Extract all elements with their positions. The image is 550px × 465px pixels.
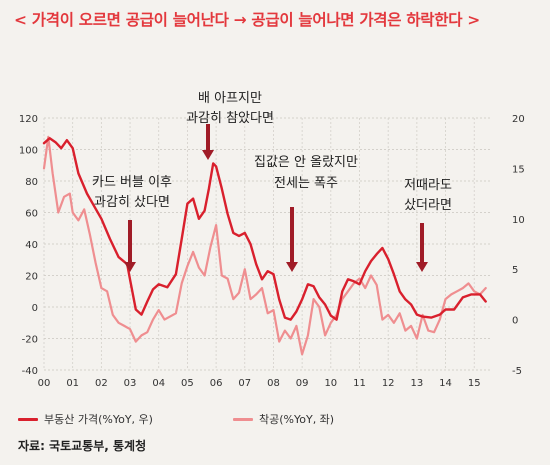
y-left-tick-2: 0 [32, 303, 38, 314]
legend-item-price: 부동산 가격(%YoY, 우) [18, 411, 153, 427]
y-left-tick-4: 40 [25, 240, 38, 251]
annotation-2-line-1: 전세는 폭주 [274, 176, 338, 191]
annotation-0-line-1: 과감히 참았다면 [186, 111, 274, 126]
x-tick-5: 05 [181, 378, 194, 389]
y-left-tick-5: 60 [25, 209, 38, 220]
x-tick-2: 02 [95, 378, 108, 389]
chart-title: < 가격이 오르면 공급이 늘어난다 → 공급이 늘어나면 가격은 하락한다 > [14, 11, 480, 29]
annotation-arrow-head-0 [202, 150, 214, 160]
y-left-tick-8: 120 [19, 114, 38, 125]
y-right-tick-1: 0 [512, 316, 518, 327]
y-right-tick-5: 20 [512, 114, 525, 125]
x-tick-6: 06 [210, 378, 223, 389]
series-line-construction [42, 135, 487, 356]
annotation-2-line-0: 집값은 안 올랐지만 [254, 155, 358, 170]
legend: 부동산 가격(%YoY, 우) 착공(%YoY, 좌) [18, 411, 538, 427]
x-tick-1: 01 [66, 378, 79, 389]
x-tick-11: 11 [353, 378, 366, 389]
legend-label-construction: 착공(%YoY, 좌) [259, 413, 335, 426]
y-right-tick-3: 10 [512, 215, 525, 226]
legend-item-construction: 착공(%YoY, 좌) [233, 411, 334, 427]
x-tick-3: 03 [124, 378, 137, 389]
legend-swatch-price [18, 417, 38, 421]
legend-swatch-construction [233, 417, 253, 421]
x-tick-13: 13 [410, 378, 423, 389]
x-tick-15: 15 [468, 378, 481, 389]
x-tick-0: 00 [38, 378, 51, 389]
x-tick-4: 04 [152, 378, 165, 389]
y-left-tick-1: -20 [22, 335, 38, 346]
y-right-tick-2: 5 [512, 265, 518, 276]
y-left-tick-7: 100 [19, 146, 38, 157]
y-left-tick-3: 20 [25, 272, 38, 283]
x-tick-14: 14 [439, 378, 452, 389]
x-tick-9: 09 [296, 378, 309, 389]
annotation-3-line-1: 샀더라면 [404, 198, 452, 213]
annotation-1-line-1: 과감히 샀다면 [94, 195, 170, 210]
legend-label-price: 부동산 가격(%YoY, 우) [44, 413, 153, 426]
x-tick-7: 07 [238, 378, 251, 389]
x-tick-8: 08 [267, 378, 280, 389]
annotation-arrow-head-1 [124, 262, 136, 272]
annotation-0-line-0: 배 아프지만 [198, 91, 262, 106]
y-right-tick-0: -5 [512, 366, 522, 377]
annotation-arrow-head-3 [416, 262, 428, 272]
source-note: 자료: 국토교통부, 통계청 [18, 439, 147, 453]
y-right-tick-4: 15 [512, 164, 525, 175]
annotation-arrow-head-2 [286, 262, 298, 272]
y-left-tick-6: 80 [25, 177, 38, 188]
x-tick-12: 12 [382, 378, 395, 389]
x-tick-10: 10 [324, 378, 337, 389]
annotation-3-line-0: 저때라도 [404, 178, 452, 193]
y-left-tick-0: -40 [22, 366, 38, 377]
annotation-1-line-0: 카드 버블 이후 [92, 175, 172, 190]
